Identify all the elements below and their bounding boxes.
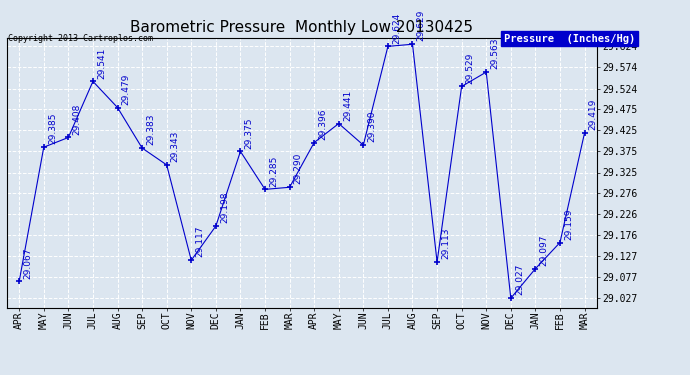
Text: 29.408: 29.408 [72, 104, 81, 135]
Text: 29.396: 29.396 [318, 108, 327, 140]
Text: 29.067: 29.067 [23, 247, 32, 279]
Text: 29.285: 29.285 [269, 155, 278, 187]
Title: Barometric Pressure  Monthly Low 20130425: Barometric Pressure Monthly Low 20130425 [130, 20, 473, 35]
Text: 29.624: 29.624 [392, 12, 401, 44]
Text: Copyright 2013 Cartroplos.com: Copyright 2013 Cartroplos.com [8, 34, 153, 43]
Text: 29.419: 29.419 [589, 99, 598, 130]
Text: 29.198: 29.198 [220, 192, 229, 223]
Text: 29.117: 29.117 [195, 226, 204, 258]
Text: 29.441: 29.441 [343, 90, 352, 121]
Text: 29.529: 29.529 [466, 52, 475, 84]
Text: Pressure  (Inches/Hg): Pressure (Inches/Hg) [504, 34, 635, 44]
Text: 29.563: 29.563 [491, 38, 500, 69]
Text: 29.541: 29.541 [97, 47, 106, 79]
Text: 29.390: 29.390 [368, 111, 377, 142]
Text: 29.113: 29.113 [441, 228, 451, 259]
Text: 29.479: 29.479 [121, 74, 130, 105]
Text: 29.343: 29.343 [171, 131, 180, 162]
Text: 29.027: 29.027 [515, 264, 524, 296]
Text: 29.385: 29.385 [48, 113, 57, 144]
Text: 29.290: 29.290 [294, 153, 303, 184]
Text: 29.375: 29.375 [244, 117, 254, 148]
Text: 29.629: 29.629 [417, 10, 426, 42]
Text: 29.097: 29.097 [540, 234, 549, 266]
Text: 29.383: 29.383 [146, 114, 155, 145]
Text: 29.159: 29.159 [564, 208, 573, 240]
